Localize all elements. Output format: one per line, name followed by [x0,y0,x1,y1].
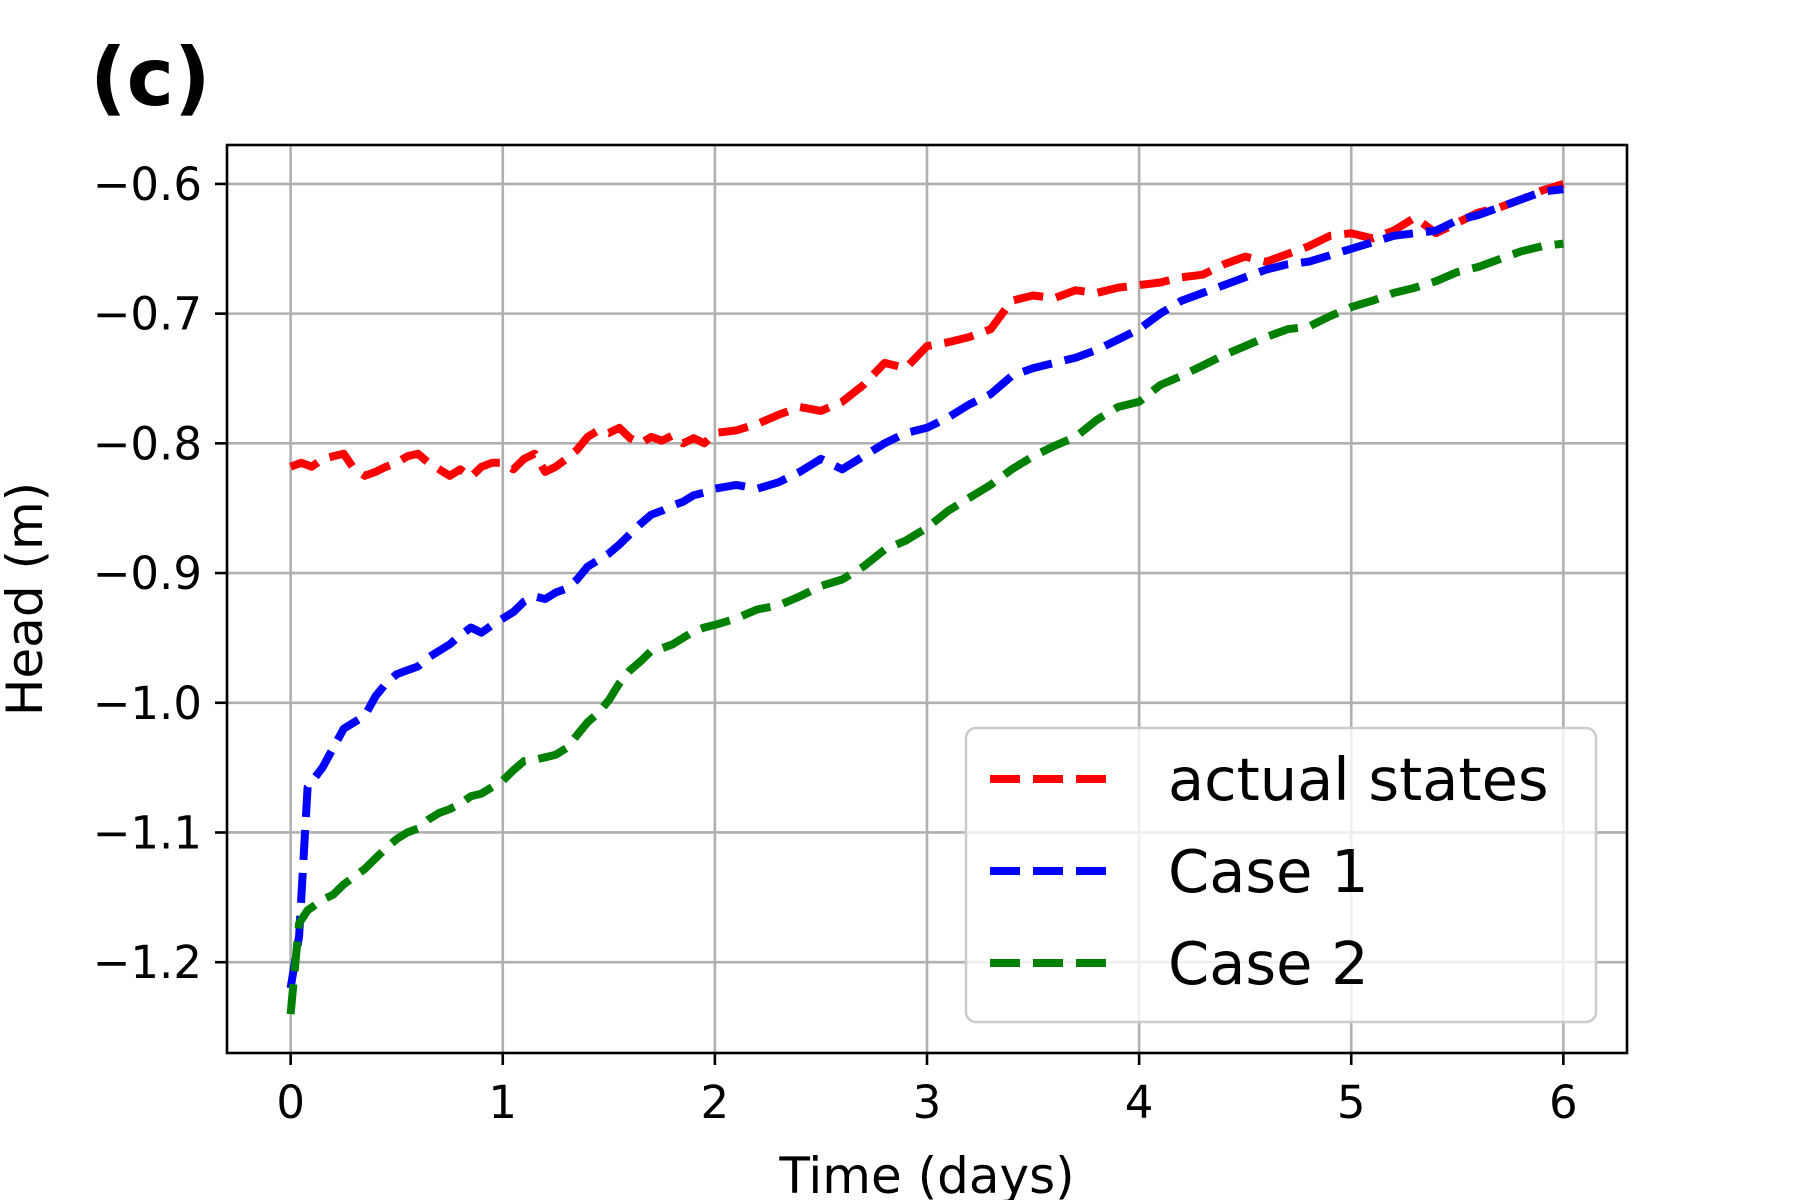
y-tick-label: −0.9 [93,547,202,600]
series-lines [286,180,1565,1015]
panel-label: (c) [90,31,211,124]
x-tick-label: 2 [701,1076,730,1129]
y-tick-label: −0.6 [93,158,202,211]
legend-label-case-1: Case 1 [1168,837,1369,906]
y-tick-label: −0.7 [93,288,202,341]
legend-box [964,726,1598,1024]
series-line-actual-states [289,180,1565,482]
y-tick-label: −1.2 [93,936,202,989]
y-axis-label: Head (m) [0,482,54,716]
legend-label-actual-states: actual states [1168,745,1549,814]
x-tick-label: 3 [913,1076,942,1129]
x-tick-label: 4 [1125,1076,1154,1129]
legend-items: actual states Case 1 Case 2 [990,745,1549,998]
axis-ticks: 0 1 2 3 4 5 6 −0.6 −0.7 −0.8 −0.9 −1.0 −1.1 −1.2 [93,158,1578,1129]
x-tick-label: 0 [276,1076,305,1129]
legend-label-case-2: Case 2 [1168,929,1369,998]
x-tick-label: 5 [1337,1076,1366,1129]
y-tick-label: −0.8 [93,417,202,470]
y-tick-label: −1.1 [93,806,202,859]
series-line-case-2 [286,239,1564,1015]
x-tick-label: 6 [1549,1076,1578,1129]
y-tick-label: −1.0 [93,677,202,730]
x-tick-label: 1 [488,1076,517,1129]
x-axis-label: Time (days) [778,1147,1074,1200]
series-line-case-1 [286,185,1564,989]
legend: actual states Case 1 Case 2 [964,726,1598,1024]
